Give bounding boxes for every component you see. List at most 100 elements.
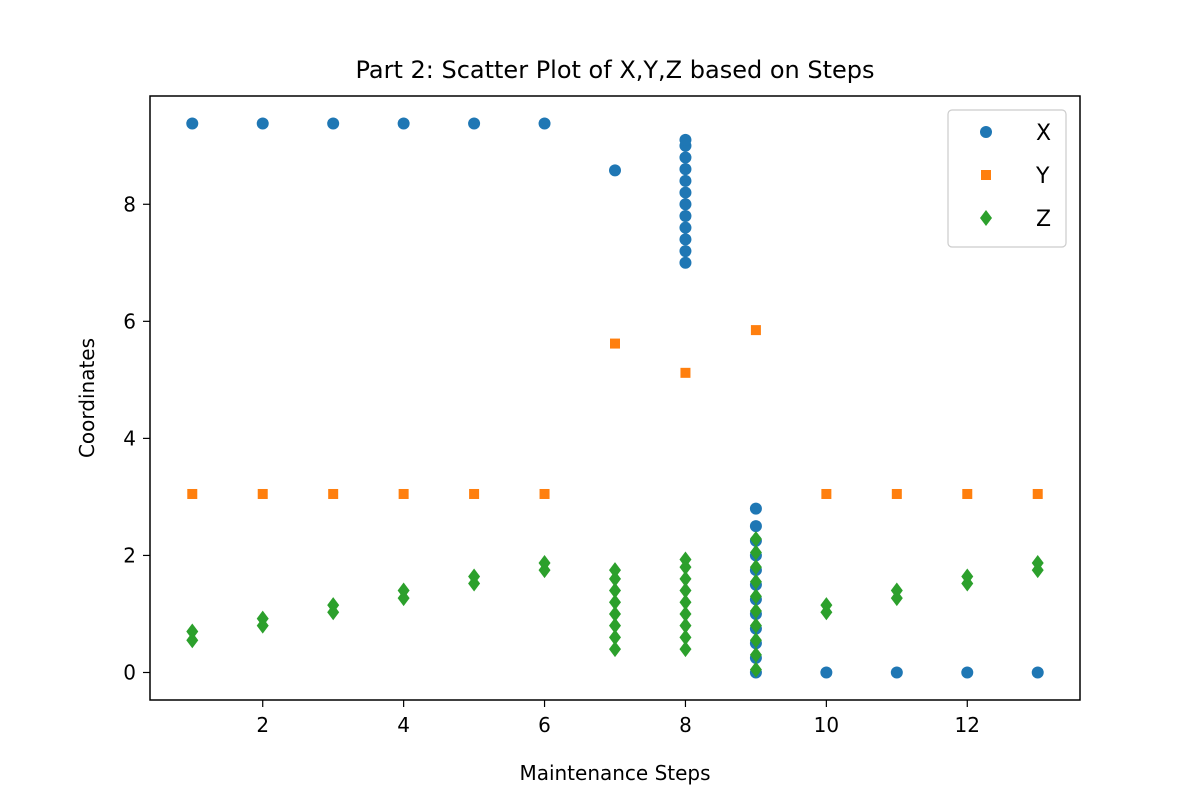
data-point-x (679, 163, 692, 176)
legend-marker-x (980, 126, 992, 138)
data-point-x (679, 186, 692, 199)
y-tick-label: 4 (123, 426, 136, 450)
x-axis-label: Maintenance Steps (519, 761, 710, 785)
data-point-y (257, 488, 268, 499)
data-point-y (891, 488, 902, 499)
data-point-z (679, 629, 692, 646)
plot-area (186, 117, 1044, 679)
data-point-z (397, 582, 410, 599)
legend-marker-y (981, 170, 991, 180)
data-point-z (327, 597, 340, 614)
legend-item-y: Y (981, 164, 1050, 189)
data-point-y (469, 488, 480, 499)
x-tick-label: 10 (814, 713, 839, 737)
data-point-z (749, 559, 762, 576)
data-point-x (609, 164, 621, 177)
data-point-y (610, 338, 620, 349)
data-point-z (749, 632, 762, 649)
legend-marker-z (980, 210, 992, 226)
data-point-x (961, 666, 974, 679)
data-point-z (749, 531, 762, 548)
data-point-x (186, 117, 199, 130)
data-point-z (609, 562, 621, 579)
data-point-z (820, 597, 833, 614)
x-tick-label: 8 (679, 713, 692, 737)
data-point-z (1031, 555, 1044, 572)
data-point-x (327, 117, 340, 130)
data-point-z (961, 568, 974, 585)
data-point-z (186, 623, 199, 640)
data-point-z (679, 582, 692, 599)
data-point-z (679, 617, 692, 634)
data-point-x (890, 666, 903, 679)
y-tick-label: 8 (123, 192, 136, 216)
data-point-y (680, 367, 691, 378)
data-point-z (679, 551, 692, 568)
data-point-y (539, 488, 550, 499)
data-point-z (679, 641, 692, 658)
data-point-y (328, 488, 339, 499)
data-point-x (679, 133, 692, 146)
legend-label: Y (1035, 164, 1050, 189)
data-point-z (890, 582, 903, 599)
data-point-x (820, 666, 833, 679)
data-point-z (609, 641, 621, 658)
legend-label: Z (1036, 207, 1051, 232)
data-point-z (749, 573, 762, 590)
data-point-x (749, 502, 762, 515)
x-tick-label: 12 (955, 713, 980, 737)
data-point-z (468, 568, 481, 585)
data-point-y (962, 488, 973, 499)
data-point-x (1031, 666, 1044, 679)
data-point-y (1032, 488, 1043, 499)
series-y (187, 325, 1043, 499)
data-point-y (821, 488, 832, 499)
data-point-x (468, 117, 481, 130)
data-point-z (749, 661, 762, 678)
data-point-z (609, 617, 621, 634)
data-point-x (538, 117, 551, 130)
x-tick-label: 4 (397, 713, 410, 737)
data-point-z (749, 617, 762, 634)
data-point-z (609, 605, 621, 622)
data-point-y (750, 325, 761, 336)
x-axis: 2 4 6 8 10 12 (256, 700, 980, 737)
y-axis-label: Coordinates (75, 338, 99, 458)
data-point-z (609, 629, 621, 646)
data-point-z (749, 646, 762, 663)
data-point-x (679, 174, 692, 187)
y-tick-label: 6 (123, 309, 136, 333)
chart-title: Part 2: Scatter Plot of X,Y,Z based on S… (355, 56, 874, 84)
data-point-x (679, 256, 692, 269)
data-point-x (397, 117, 410, 130)
legend-item-x: X (980, 121, 1051, 146)
x-tick-label: 6 (538, 713, 551, 737)
data-point-x (679, 245, 692, 258)
data-point-x (679, 198, 692, 211)
legend-label: X (1036, 121, 1051, 146)
data-point-x (256, 117, 269, 130)
y-tick-label: 2 (123, 543, 136, 567)
data-point-x (749, 520, 762, 533)
data-point-x (679, 221, 692, 234)
data-point-z (679, 605, 692, 622)
data-point-y (187, 488, 198, 499)
y-axis: 0 2 4 6 8 (123, 192, 150, 684)
legend-item-z: Z (980, 207, 1051, 232)
plot-frame (149, 95, 1081, 701)
data-point-z (749, 603, 762, 620)
series-z (186, 531, 1044, 678)
legend-box (947, 109, 1067, 248)
data-point-x (679, 151, 692, 164)
legend: XYZ (947, 109, 1067, 248)
data-point-z (749, 588, 762, 605)
y-tick-label: 0 (123, 660, 136, 684)
data-point-x (679, 209, 692, 222)
data-point-z (186, 632, 199, 649)
data-point-z (538, 555, 551, 572)
data-point-z (679, 594, 692, 611)
data-point-z (256, 610, 269, 627)
data-point-z (749, 544, 762, 561)
data-point-z (609, 582, 621, 599)
